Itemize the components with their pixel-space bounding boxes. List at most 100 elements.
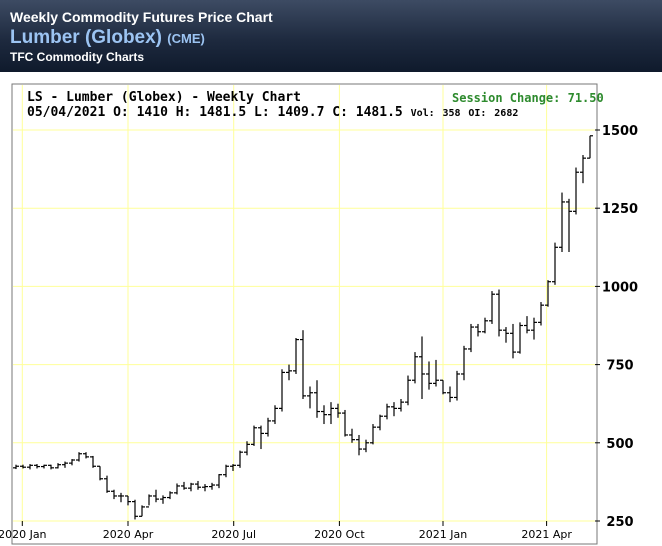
ohlc-bar — [566, 198, 572, 252]
ohlc-bar — [160, 495, 166, 504]
source-label: TFC Commodity Charts — [10, 50, 145, 64]
grid-layer — [13, 85, 600, 526]
ohlc-bar — [167, 491, 173, 500]
ohlc-bar — [419, 336, 425, 400]
ohlc-bar — [496, 289, 502, 337]
ohlc-bar — [475, 323, 481, 337]
ohlc-bar — [181, 481, 187, 490]
ohlc-bar — [461, 345, 467, 381]
y-tick-labels: 250 500 750 1000 1250 1500 — [602, 124, 638, 530]
chart-header: Weekly Commodity Futures Price Chart Lum… — [0, 0, 662, 72]
ohlc-bar — [363, 439, 369, 453]
ohlc-bar — [377, 414, 383, 431]
ohlc-bar — [510, 323, 516, 359]
ohlc-bar — [90, 455, 96, 468]
chart-area: 250 500 750 1000 1250 1500 2020 Jan 2020 Apr 20… — [0, 80, 662, 546]
ohlc-bar — [83, 452, 89, 459]
ohlc-bar — [202, 484, 208, 492]
ohlc-bar — [559, 192, 565, 252]
ohlc-bar — [34, 464, 40, 469]
ohlc-bar — [426, 361, 432, 390]
ohlc-bar — [580, 155, 586, 184]
summary-date: 05/04/2021 — [27, 105, 106, 120]
ohlc-bar — [20, 464, 26, 469]
ohlc-bar — [349, 428, 355, 443]
ohlc-bar — [62, 461, 68, 468]
ohlc-summary: 05/04/2021 O: 1410 H: 1481.5 L: 1409.7 C… — [27, 105, 519, 120]
ohlc-bar — [538, 302, 544, 326]
x-tick-label: 2020 Oct — [314, 528, 365, 541]
y-tick-label: 500 — [606, 437, 633, 452]
ohlc-bar — [440, 379, 446, 395]
ohlc-bar — [118, 492, 124, 503]
ohlc-bar — [258, 425, 264, 450]
ohlc-bar — [552, 242, 558, 285]
ohlc-bar — [370, 424, 376, 445]
ohlc-bar — [300, 330, 306, 400]
commodity-label: Lumber (Globex) — [10, 27, 163, 48]
ohlc-bar — [587, 135, 593, 159]
ohlc-bar — [41, 464, 47, 469]
ohlc-bar — [104, 475, 110, 493]
exchange-label: (CME) — [167, 31, 205, 46]
ohlc-bar — [447, 386, 453, 403]
ohlc-bar — [307, 386, 313, 409]
ohlc-bar — [356, 434, 362, 456]
ohlc-bar — [188, 482, 194, 492]
header-title: Weekly Commodity Futures Price Chart — [10, 9, 273, 25]
x-tick-label: 2020 Jul — [211, 528, 256, 541]
ohlc-bar — [97, 465, 103, 481]
ohlc-bar — [13, 464, 19, 470]
ohlc-bar — [209, 482, 215, 490]
ohlc-bar — [328, 402, 334, 425]
ohlc-bars — [13, 135, 593, 520]
ohlc-bar — [335, 403, 341, 418]
ohlc-bar — [111, 489, 117, 500]
y-tick-label: 1250 — [602, 202, 638, 217]
ohlc-bar — [251, 425, 257, 446]
ohlc-bar — [573, 167, 579, 215]
ohlc-bar — [265, 417, 271, 437]
ohlc-bar — [503, 327, 509, 343]
ohlc-bar — [412, 352, 418, 384]
ohlc-bar — [489, 291, 495, 324]
ohlc-bar — [398, 399, 404, 412]
x-tick-label: 2020 Apr — [103, 528, 154, 541]
ohlc-bar — [76, 452, 82, 462]
ohlc-bar — [545, 280, 551, 307]
ohlc-bar — [55, 463, 61, 469]
ohlc-bar — [517, 322, 523, 354]
y-tick-label: 250 — [606, 515, 633, 530]
ohlc-bar — [524, 316, 530, 334]
y-tick-label: 750 — [606, 359, 633, 374]
ohlc-bar — [272, 405, 278, 425]
ohlc-bar — [132, 499, 138, 520]
ohlc-bar — [293, 338, 299, 374]
ohlc-bar — [27, 464, 33, 470]
x-tick-label: 2020 Jan — [0, 528, 47, 541]
ohlc-bar — [223, 464, 229, 478]
ohlc-bar — [174, 483, 180, 495]
ohlc-bar — [279, 369, 285, 412]
ohlc-bar — [125, 495, 131, 506]
ohlc-bar — [69, 459, 75, 466]
ohlc-bar — [321, 405, 327, 425]
commodity-name: Lumber (Globex) (CME) — [10, 27, 205, 49]
ohlc-bar — [153, 489, 159, 503]
ohlc-bar — [482, 317, 488, 334]
ohlc-bar — [531, 317, 537, 340]
ohlc-bar — [286, 364, 292, 381]
x-tick-labels: 2020 Jan 2020 Apr 2020 Jul 2020 Oct 2021 Jan… — [0, 528, 572, 541]
ohlc-bar — [384, 403, 390, 420]
ohlc-bar — [314, 380, 320, 418]
ohlc-bar — [230, 464, 236, 471]
ohlc-bar — [48, 464, 54, 470]
ohlc-bar — [244, 441, 250, 456]
ohlc-bar — [216, 474, 222, 489]
x-tick-label: 2021 Apr — [521, 528, 572, 541]
session-change: Session Change: 71.50 — [452, 91, 604, 105]
ohlc-bar — [391, 402, 397, 417]
y-tick-label: 1500 — [602, 124, 638, 139]
ohlc-bar — [405, 375, 411, 406]
